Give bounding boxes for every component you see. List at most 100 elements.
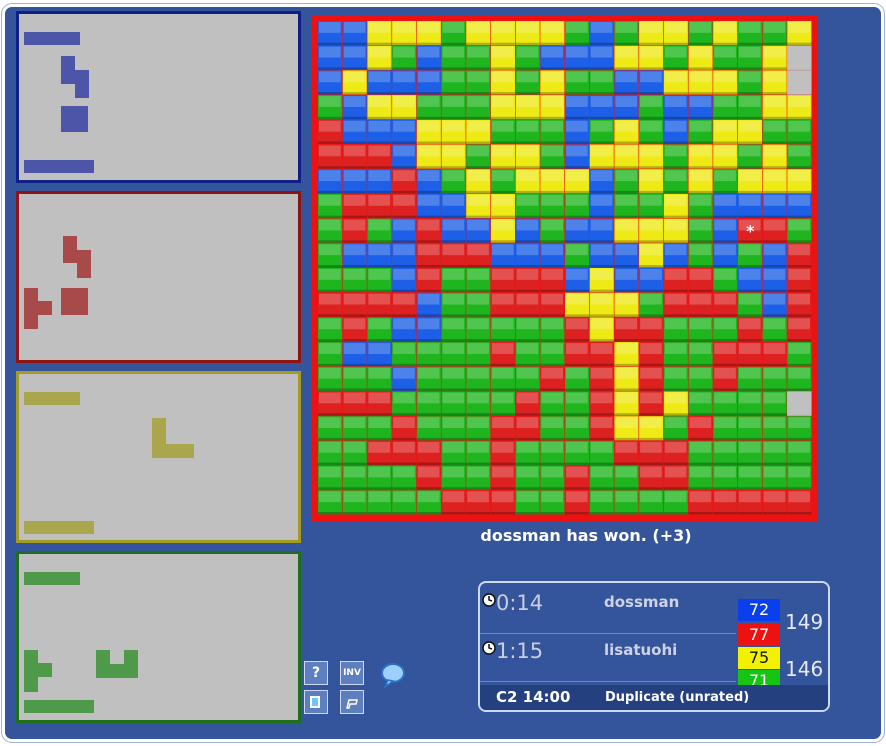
board-cell[interactable] [466,45,491,70]
board-cell[interactable] [441,391,466,416]
board-cell[interactable] [663,95,688,120]
board-cell[interactable] [614,119,639,144]
board-cell[interactable] [540,440,565,465]
board-cell[interactable] [490,243,515,268]
board-cell[interactable] [737,95,762,120]
board-cell[interactable] [416,218,441,243]
board-cell[interactable] [663,391,688,416]
board-cell[interactable] [589,144,614,169]
board-cell[interactable] [614,440,639,465]
board-cell[interactable] [416,391,441,416]
chat-bubble-icon[interactable] [379,662,407,690]
board-cell[interactable] [713,21,738,46]
board-cell[interactable] [515,292,540,317]
board-cell[interactable] [737,144,762,169]
board-cell[interactable] [342,21,367,46]
board-cell[interactable] [787,317,812,342]
board-cell[interactable] [688,391,713,416]
board-cell[interactable] [466,70,491,95]
board-cell[interactable] [318,243,343,268]
board-cell[interactable] [540,95,565,120]
board-cell[interactable] [318,391,343,416]
board-cell[interactable] [466,169,491,194]
board-cell[interactable] [342,45,367,70]
board-cell[interactable] [342,366,367,391]
board-cell[interactable] [367,218,392,243]
board-cell[interactable] [762,45,787,70]
board-cell[interactable] [367,490,392,515]
board-cell[interactable] [589,243,614,268]
board-cell[interactable] [688,366,713,391]
board-cell[interactable] [342,317,367,342]
board-cell[interactable] [392,440,417,465]
board-cell[interactable] [416,193,441,218]
board-cell[interactable] [663,465,688,490]
board-cell[interactable] [688,292,713,317]
board-cell[interactable] [639,218,664,243]
board-cell[interactable] [614,45,639,70]
board-cell[interactable] [540,490,565,515]
board-cell[interactable] [490,317,515,342]
board-cell[interactable] [490,366,515,391]
board-cell[interactable] [787,342,812,367]
board-cell[interactable] [466,391,491,416]
board-cell[interactable] [762,95,787,120]
board-cell[interactable] [737,193,762,218]
board-cell[interactable] [589,366,614,391]
board-cell[interactable] [787,440,812,465]
board-cell[interactable] [713,342,738,367]
board-cell[interactable] [762,440,787,465]
board-cell[interactable] [688,95,713,120]
board-cell[interactable] [614,268,639,293]
board-cell[interactable] [342,391,367,416]
board-cell[interactable] [392,119,417,144]
board-cell[interactable] [540,465,565,490]
board-cell[interactable] [787,268,812,293]
board-cell[interactable] [663,45,688,70]
board-cell[interactable] [639,440,664,465]
board-cell[interactable] [392,144,417,169]
board-cell[interactable] [515,268,540,293]
board-cell[interactable] [713,391,738,416]
board-cell[interactable] [565,317,590,342]
board-cell[interactable] [565,45,590,70]
inventory-button[interactable]: INV [340,661,364,685]
board-cell[interactable] [787,70,812,95]
board-cell[interactable] [367,342,392,367]
board-cell[interactable] [416,268,441,293]
board-cell[interactable] [713,218,738,243]
board-cell[interactable] [441,416,466,441]
board-cell[interactable] [713,317,738,342]
board-cell[interactable] [490,193,515,218]
board-cell[interactable] [466,268,491,293]
board-cell[interactable] [713,45,738,70]
board-cell[interactable] [688,465,713,490]
board-cell[interactable] [490,144,515,169]
board-cell[interactable] [787,119,812,144]
board-cell[interactable] [367,45,392,70]
board-cell[interactable] [515,342,540,367]
board-cell[interactable] [737,342,762,367]
board-cell[interactable] [540,193,565,218]
board-cell[interactable] [540,169,565,194]
board-cell[interactable] [762,416,787,441]
board-cell[interactable] [688,70,713,95]
board-cell[interactable] [639,342,664,367]
board-cell[interactable] [787,95,812,120]
board-cell[interactable] [614,70,639,95]
board-cell[interactable] [466,95,491,120]
board-cell[interactable] [737,169,762,194]
board-cell[interactable] [515,169,540,194]
board-cell[interactable] [367,391,392,416]
board-cell[interactable] [367,416,392,441]
board-cell[interactable] [441,70,466,95]
board-cell[interactable] [342,243,367,268]
board-cell[interactable] [589,95,614,120]
board-cell[interactable] [589,193,614,218]
board-cell[interactable] [762,391,787,416]
board-cell[interactable] [787,218,812,243]
board-cell[interactable] [614,193,639,218]
board-cell[interactable] [688,193,713,218]
board-cell[interactable] [466,416,491,441]
board-cell[interactable] [589,119,614,144]
